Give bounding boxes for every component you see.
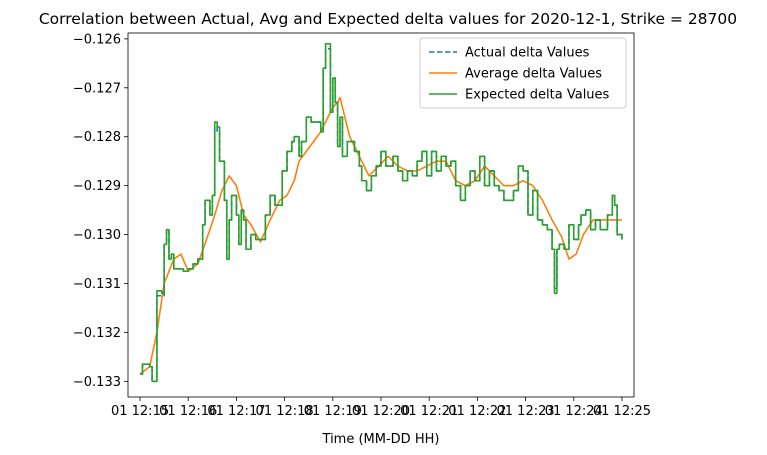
y-tick-label: −0.133 <box>73 375 121 390</box>
y-tick-label: −0.131 <box>73 277 121 292</box>
x-tick-label: 01 12:15 <box>111 404 169 419</box>
legend-box <box>419 37 627 109</box>
x-tick-label: 01 12:23 <box>497 404 555 419</box>
x-tick-label: 01 12:24 <box>545 404 603 419</box>
legend-label: Actual delta Values <box>465 46 590 61</box>
x-tick-label: 01 12:16 <box>159 404 217 419</box>
legend-label: Average delta Values <box>465 67 602 82</box>
series-line-expected <box>140 42 623 383</box>
x-tick-label: 01 12:25 <box>593 404 651 419</box>
x-axis-label: Time (MM-DD HH) <box>322 432 440 447</box>
x-tick-label: 01 12:21 <box>400 404 458 419</box>
y-tick-label: −0.130 <box>73 228 121 243</box>
y-tick-label: −0.129 <box>73 179 121 194</box>
x-tick-label: 01 12:20 <box>352 404 410 419</box>
x-tick-label: 01 12:22 <box>448 404 506 419</box>
y-tick-label: −0.128 <box>73 130 121 145</box>
y-axis: −0.126 −0.127 −0.128 −0.129 −0.130 −0.131 −0.1… <box>73 32 128 390</box>
y-tick-label: −0.126 <box>73 32 121 47</box>
series-layer <box>139 42 623 383</box>
x-tick-label: 01 12:17 <box>207 404 265 419</box>
x-tick-label: 01 12:19 <box>304 404 362 419</box>
chart-title: Correlation between Actual, Avg and Expe… <box>39 10 737 28</box>
y-tick-label: −0.127 <box>73 81 121 96</box>
x-tick-label: 01 12:18 <box>256 404 314 419</box>
y-tick-label: −0.132 <box>73 326 121 341</box>
legend-label: Expected delta Values <box>465 88 610 103</box>
legend: Actual delta Values Average delta Values E… <box>419 37 627 109</box>
